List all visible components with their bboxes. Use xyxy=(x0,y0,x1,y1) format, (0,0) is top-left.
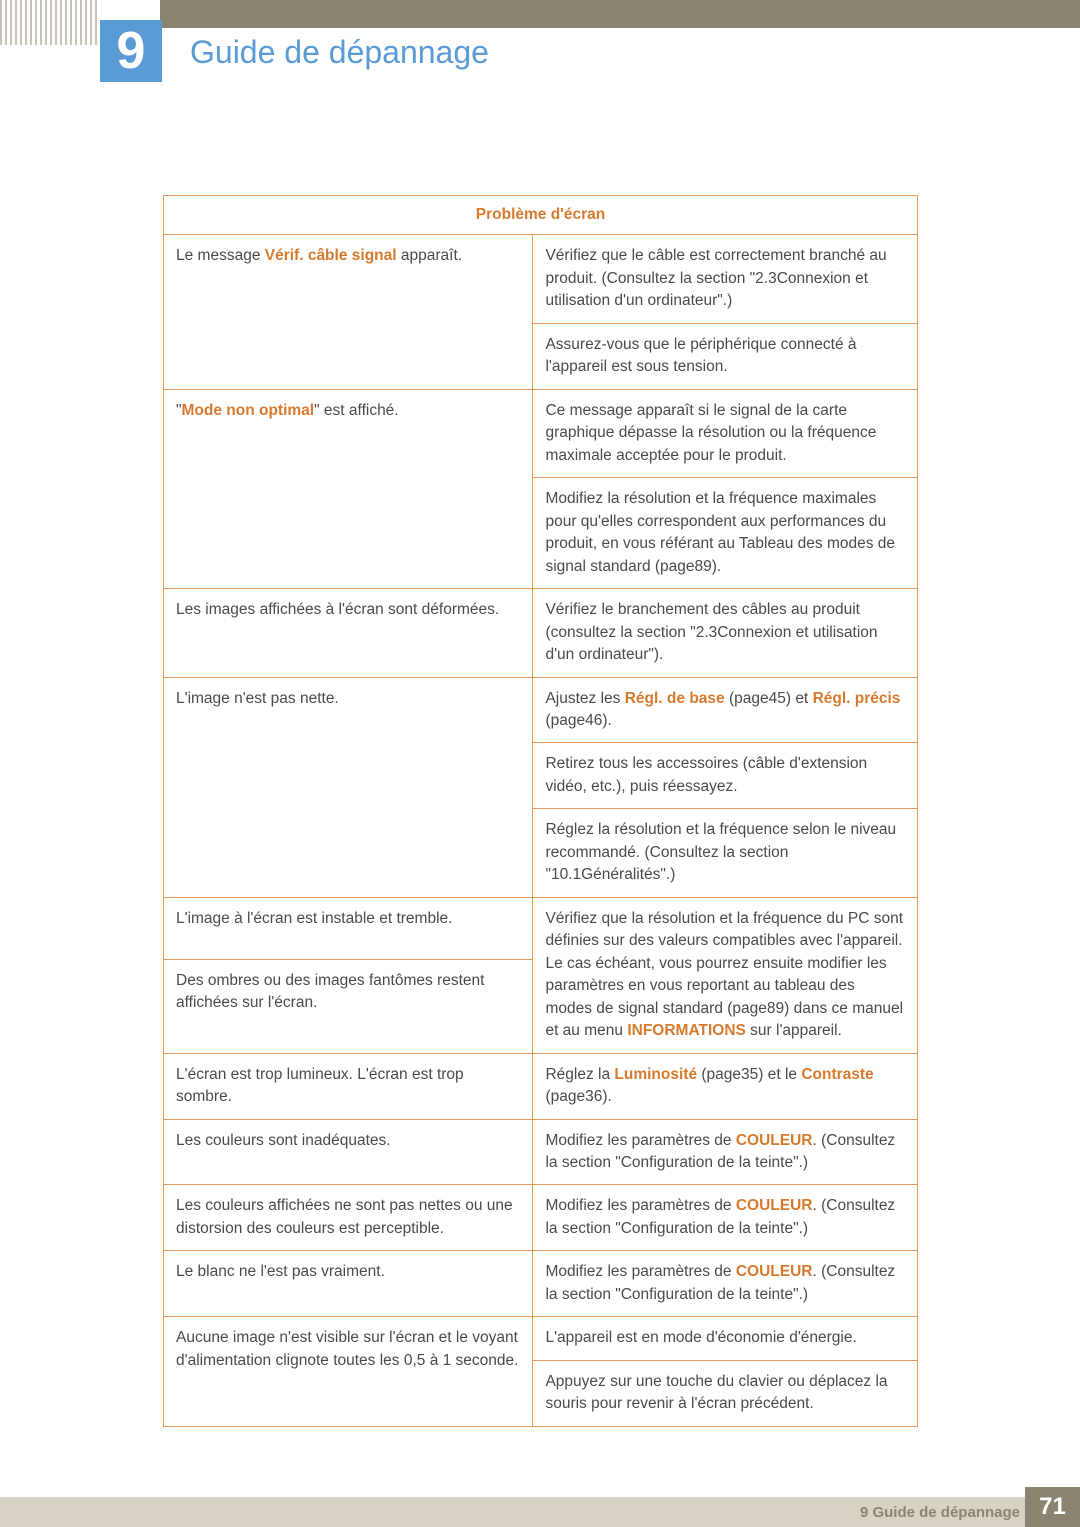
table-row: Les images affichées à l'écran sont défo… xyxy=(164,589,918,677)
cell-problem: Le blanc ne l'est pas vraiment. xyxy=(164,1251,533,1317)
table-row: L'image à l'écran est instable et trembl… xyxy=(164,897,918,959)
cell-problem: L'écran est trop lumineux. L'écran est t… xyxy=(164,1053,533,1119)
cell-solution: Modifiez les paramètres de COULEUR. (Con… xyxy=(533,1185,918,1251)
cell-solution: Réglez la Luminosité (page35) et le Cont… xyxy=(533,1053,918,1119)
cell-problem: Le message Vérif. câble signal apparaît. xyxy=(164,235,533,389)
cell-solution: Modifiez la résolution et la fréquence m… xyxy=(533,478,918,589)
highlight-text: COULEUR xyxy=(736,1197,813,1214)
table-header: Problème d'écran xyxy=(164,196,918,235)
page-footer: 9 Guide de dépannage 71 xyxy=(0,1483,1080,1527)
highlight-text: Contraste xyxy=(801,1066,873,1083)
cell-solution: Modifiez les paramètres de COULEUR. (Con… xyxy=(533,1119,918,1185)
cell-solution: Appuyez sur une touche du clavier ou dép… xyxy=(533,1360,918,1426)
highlight-text: COULEUR xyxy=(736,1263,813,1280)
highlight-text: Mode non optimal xyxy=(182,402,315,419)
page-top-bar xyxy=(160,0,1080,28)
footer-page-number: 71 xyxy=(1025,1487,1080,1527)
cell-problem: Les couleurs affichées ne sont pas nette… xyxy=(164,1185,533,1251)
highlight-text: Vérif. câble signal xyxy=(265,247,397,264)
table-row: "Mode non optimal" est affiché. Ce messa… xyxy=(164,389,918,477)
text: Réglez la xyxy=(545,1066,614,1083)
text: sur l'appareil. xyxy=(746,1022,842,1039)
cell-problem: L'image à l'écran est instable et trembl… xyxy=(164,897,533,959)
table-row: Les couleurs affichées ne sont pas nette… xyxy=(164,1185,918,1251)
text: Le message xyxy=(176,247,265,264)
cell-solution: L'appareil est en mode d'économie d'éner… xyxy=(533,1317,918,1360)
cell-problem: Les couleurs sont inadéquates. xyxy=(164,1119,533,1185)
highlight-text: Luminosité xyxy=(614,1066,697,1083)
cell-problem: "Mode non optimal" est affiché. xyxy=(164,389,533,588)
table-row: Les couleurs sont inadéquates. Modifiez … xyxy=(164,1119,918,1185)
cell-problem: L'image n'est pas nette. xyxy=(164,677,533,897)
page-accent-stripes xyxy=(0,0,100,45)
table-row: Le blanc ne l'est pas vraiment. Modifiez… xyxy=(164,1251,918,1317)
text: Modifiez les paramètres de xyxy=(545,1263,735,1280)
text: (page46). xyxy=(545,712,611,729)
highlight-text: Régl. précis xyxy=(813,690,901,707)
highlight-text: Régl. de base xyxy=(625,690,725,707)
cell-solution: Ajustez les Régl. de base (page45) et Ré… xyxy=(533,677,918,743)
cell-solution: Assurez-vous que le périphérique connect… xyxy=(533,323,918,389)
cell-solution: Modifiez les paramètres de COULEUR. (Con… xyxy=(533,1251,918,1317)
cell-solution: Ce message apparaît si le signal de la c… xyxy=(533,389,918,477)
cell-solution: Retirez tous les accessoires (câble d'ex… xyxy=(533,743,918,809)
cell-problem: Les images affichées à l'écran sont défo… xyxy=(164,589,533,677)
highlight-text: COULEUR xyxy=(736,1132,813,1149)
table-row: Aucune image n'est visible sur l'écran e… xyxy=(164,1317,918,1360)
cell-problem: Aucune image n'est visible sur l'écran e… xyxy=(164,1317,533,1426)
text: (page45) et xyxy=(725,690,813,707)
table-row: Le message Vérif. câble signal apparaît.… xyxy=(164,235,918,323)
table-row: L'image n'est pas nette. Ajustez les Rég… xyxy=(164,677,918,743)
chapter-number-box: 9 xyxy=(100,20,162,82)
text: Vérifiez que la résolution et la fréquen… xyxy=(545,910,903,1039)
text: (page35) et le xyxy=(697,1066,801,1083)
text: (page36). xyxy=(545,1088,611,1105)
text: Modifiez les paramètres de xyxy=(545,1197,735,1214)
troubleshoot-table: Problème d'écran Le message Vérif. câble… xyxy=(163,195,918,1427)
troubleshoot-table-wrap: Problème d'écran Le message Vérif. câble… xyxy=(163,195,918,1427)
highlight-text: INFORMATIONS xyxy=(627,1022,746,1039)
text: apparaît. xyxy=(397,247,463,264)
cell-solution: Réglez la résolution et la fréquence sel… xyxy=(533,809,918,897)
cell-problem: Des ombres ou des images fantômes resten… xyxy=(164,959,533,1053)
text: Ajustez les xyxy=(545,690,624,707)
text: Modifiez les paramètres de xyxy=(545,1132,735,1149)
footer-label: 9 Guide de dépannage xyxy=(860,1504,1020,1521)
text: " est affiché. xyxy=(314,402,399,419)
chapter-title: Guide de dépannage xyxy=(190,34,489,71)
cell-solution: Vérifiez que le câble est correctement b… xyxy=(533,235,918,323)
table-row: L'écran est trop lumineux. L'écran est t… xyxy=(164,1053,918,1119)
cell-solution: Vérifiez le branchement des câbles au pr… xyxy=(533,589,918,677)
cell-solution: Vérifiez que la résolution et la fréquen… xyxy=(533,897,918,1053)
table-header-row: Problème d'écran xyxy=(164,196,918,235)
